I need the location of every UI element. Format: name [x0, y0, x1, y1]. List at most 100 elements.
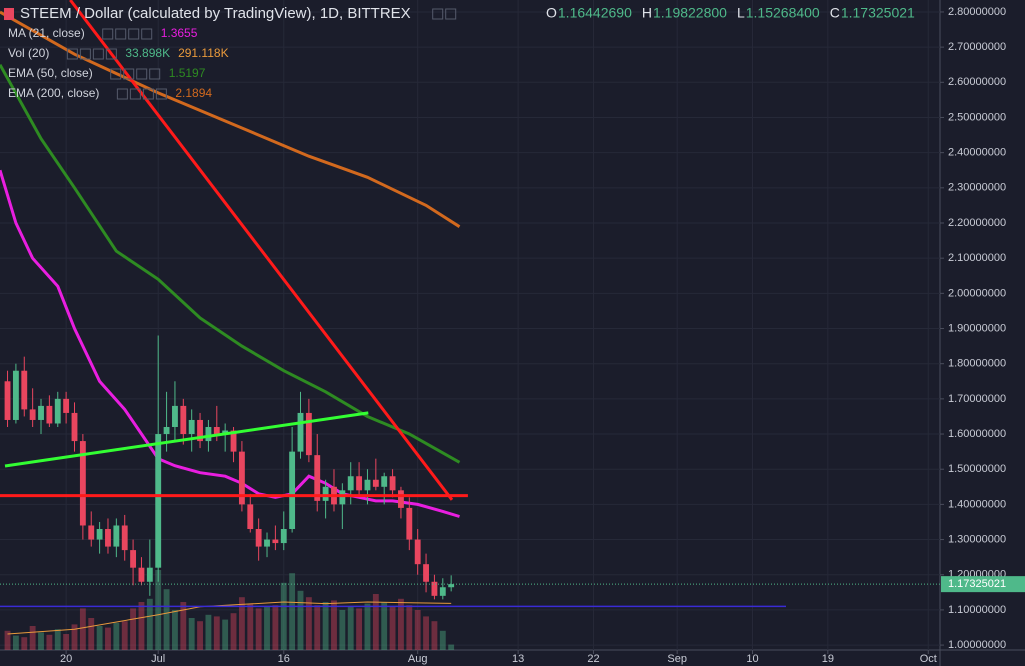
- candle-body: [180, 405, 187, 435]
- candle-body: [113, 525, 120, 547]
- x-tick-label: 20: [60, 653, 72, 665]
- volume-bar: [172, 610, 178, 650]
- volume-bar: [4, 630, 11, 650]
- y-tick-label: 2.20000000: [948, 217, 1006, 229]
- candle-body: [79, 441, 86, 526]
- icon[interactable]: [105, 48, 117, 60]
- volume-bar: [356, 608, 363, 650]
- volume-bar: [331, 600, 337, 650]
- y-tick-label: 1.80000000: [948, 358, 1006, 370]
- ohlc-value: 1.15268400: [746, 5, 820, 21]
- legend: STEEM / Dollar (calculated by TradingVie…: [4, 5, 915, 100]
- candle-body: [347, 476, 354, 491]
- candle-body: [280, 529, 287, 544]
- volume-bar: [12, 635, 19, 650]
- y-tick-label: 1.60000000: [948, 428, 1006, 440]
- volume-bar: [29, 626, 36, 650]
- icon[interactable]: [432, 8, 444, 20]
- candle-body: [356, 476, 363, 491]
- volume-bar: [398, 598, 404, 650]
- last-price-label: 1.17325021: [948, 578, 1006, 590]
- volume-bar: [439, 630, 446, 650]
- icon[interactable]: [123, 68, 135, 80]
- indicator-name: EMA (200, close): [8, 86, 99, 100]
- volume-bar: [105, 627, 111, 650]
- icon[interactable]: [445, 8, 457, 20]
- candle-body: [46, 405, 53, 424]
- candle-body: [205, 427, 212, 442]
- x-tick-label: 19: [822, 653, 834, 665]
- volume-bar: [238, 597, 245, 650]
- ohlc-key: H: [642, 5, 652, 21]
- volume-bar: [372, 594, 379, 650]
- icon[interactable]: [136, 68, 148, 80]
- chart-title: STEEM / Dollar (calculated by TradingVie…: [20, 5, 411, 22]
- volume-bar: [280, 582, 287, 650]
- candle-body: [146, 567, 153, 582]
- icon[interactable]: [128, 28, 140, 40]
- candle-body: [130, 550, 137, 568]
- plot-area: [0, 0, 940, 650]
- volume-bar: [222, 619, 229, 650]
- candle-body: [255, 529, 262, 547]
- icon[interactable]: [149, 68, 161, 80]
- volume-bar: [339, 610, 346, 650]
- candle-body: [364, 479, 371, 491]
- icon[interactable]: [102, 28, 114, 40]
- candle-body: [121, 525, 128, 551]
- candle-body: [247, 504, 254, 530]
- icon[interactable]: [155, 88, 167, 100]
- volume-bar: [163, 589, 170, 650]
- y-tick-label: 2.60000000: [948, 76, 1006, 88]
- y-tick-label: 1.30000000: [948, 533, 1006, 545]
- icon[interactable]: [110, 68, 122, 80]
- icon[interactable]: [116, 88, 128, 100]
- x-tick-label: 22: [587, 653, 599, 665]
- candle-body: [4, 381, 11, 420]
- y-tick-label: 1.00000000: [948, 639, 1006, 651]
- volume-bar: [264, 606, 270, 650]
- ohlc-value: 1.17325021: [841, 5, 915, 21]
- candle-body: [222, 430, 229, 435]
- icon[interactable]: [79, 48, 91, 60]
- volume-bar: [448, 644, 455, 650]
- axes: 1.000000001.100000001.200000001.30000000…: [60, 6, 1025, 665]
- x-tick-label: 16: [278, 653, 290, 665]
- volume-bar: [54, 629, 61, 650]
- candle-body: [163, 427, 170, 435]
- y-tick-label: 1.10000000: [948, 604, 1006, 616]
- candle-body: [172, 405, 178, 428]
- icon[interactable]: [141, 28, 153, 40]
- candle-body: [38, 405, 44, 420]
- volume-bar: [364, 603, 371, 650]
- icon[interactable]: [142, 88, 154, 100]
- volume-bar: [322, 602, 329, 650]
- volume-bar: [130, 608, 137, 650]
- icon[interactable]: [115, 28, 127, 40]
- icon[interactable]: [129, 88, 141, 100]
- candle-body: [88, 525, 95, 540]
- volume-bar: [21, 637, 28, 650]
- volume-bar: [96, 626, 103, 650]
- volume-bar: [146, 598, 153, 650]
- volume-bar: [188, 618, 195, 650]
- candle-body: [431, 581, 438, 596]
- candle-body: [230, 430, 237, 452]
- y-tick-label: 2.40000000: [948, 147, 1006, 159]
- candle-body: [314, 455, 321, 501]
- ohlc-key: C: [830, 5, 840, 21]
- volume-bar: [289, 573, 296, 650]
- icon[interactable]: [66, 48, 78, 60]
- indicator-line: [0, 63, 461, 464]
- candle-body: [71, 412, 78, 442]
- indicator-line: [7, 601, 452, 635]
- y-tick-label: 1.50000000: [948, 463, 1006, 475]
- volume-bar: [197, 621, 203, 650]
- ohlc-key: L: [737, 5, 745, 21]
- candle-body: [406, 507, 413, 540]
- icon[interactable]: [92, 48, 104, 60]
- volume-bar: [314, 605, 321, 650]
- volume-bar: [423, 616, 429, 650]
